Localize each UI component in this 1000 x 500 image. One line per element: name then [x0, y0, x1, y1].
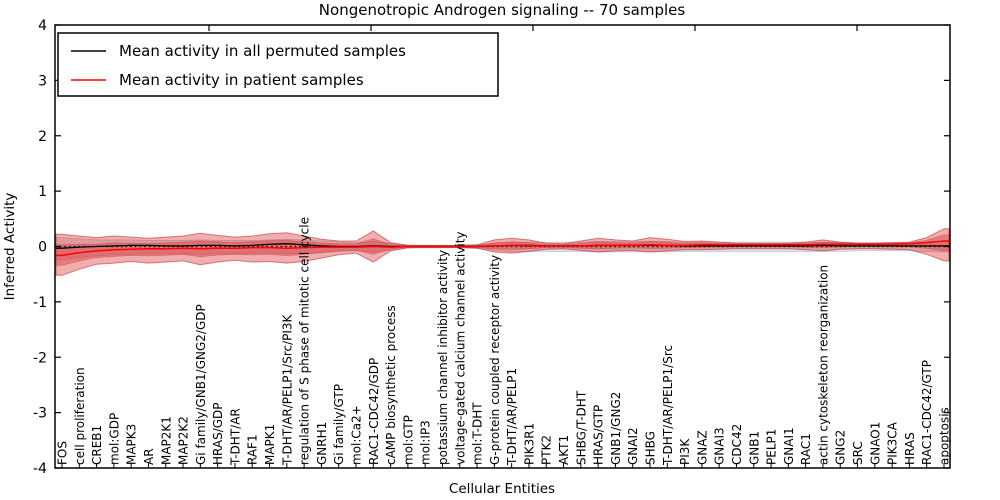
x-tick-label: RAC1-CDC42/GDP: [367, 358, 381, 465]
x-tick-label: mol:GDP: [107, 413, 121, 465]
x-tick-label: T-DHT/AR/PELP1/Src: [661, 345, 675, 466]
x-tick-label: FOS: [56, 441, 70, 465]
x-tick-label: cAMP biosynthetic process: [384, 305, 398, 465]
x-tick-label: CREB1: [90, 425, 104, 465]
y-tick-label: 0: [38, 240, 47, 256]
x-tick-label: GNAI3: [713, 427, 727, 465]
x-tick-label: RAF1: [246, 434, 260, 465]
x-tick-label: mol:GTP: [401, 415, 415, 465]
x-tick-label: PIK3CA: [886, 421, 900, 465]
x-tick-label: cell proliferation: [73, 367, 87, 465]
patient-band-inner: [55, 234, 950, 266]
x-tick-label: HRAS: [903, 432, 917, 465]
y-tick-label: 2: [38, 129, 47, 145]
x-tick-label: mol:Ca2+: [350, 405, 364, 465]
x-tick-label: HRAS/GTP: [592, 405, 606, 465]
x-tick-label: GNB1: [747, 431, 761, 465]
x-tick-label: potassium channel inhibitor activity: [436, 250, 450, 465]
chart-title: Nongenotropic Androgen signaling -- 70 s…: [319, 1, 686, 19]
x-tick-label: RAC1-CDC42/GTP: [920, 360, 934, 465]
x-tick-label: MAPK1: [263, 424, 277, 465]
x-tick-label: MAP2K2: [177, 416, 191, 465]
x-tick-label: SHBG/T-DHT: [574, 390, 588, 465]
x-tick-label: GNAO1: [868, 422, 882, 465]
x-tick-label: PI3K: [678, 438, 692, 465]
x-tick-label: CDC42: [730, 424, 744, 465]
x-tick-label: HRAS/GDP: [211, 402, 225, 465]
x-tick-label: MAP2K1: [159, 416, 173, 465]
x-tick-label: voltage-gated calcium channel activity: [453, 231, 467, 465]
legend-box: [57, 32, 499, 97]
x-tick-label: regulation of S phase of mitotic cell cy…: [298, 217, 312, 465]
x-tick-label: Gi family/GTP: [332, 384, 346, 465]
y-tick-label: -2: [33, 350, 47, 366]
x-tick-label: GNAZ: [695, 430, 709, 465]
x-tick-label: PELP1: [765, 429, 779, 465]
x-tick-label: apoptosis: [938, 407, 952, 465]
x-tick-label: GNAI2: [626, 427, 640, 465]
x-tick-label: T-DHT/AR: [228, 408, 242, 466]
x-tick-label: MAPK3: [125, 424, 139, 465]
x-tick-label: PTK2: [540, 435, 554, 465]
x-tick-label: mol:IP3: [419, 420, 433, 465]
patient-band-outer: [55, 228, 950, 276]
y-tick-label: 3: [38, 73, 47, 89]
legend: Mean activity in all permuted samples Me…: [57, 32, 499, 97]
x-tick-label: RAC1: [799, 433, 813, 465]
legend-label-permuted: Mean activity in all permuted samples: [119, 42, 406, 60]
x-tick-label: GNG2: [834, 430, 848, 465]
legend-label-patient: Mean activity in patient samples: [119, 71, 364, 89]
x-tick-label: Gi family/GNB1/GNG2/GDP: [194, 304, 208, 465]
y-tick-label: -3: [33, 406, 47, 422]
x-tick-label: G-protein coupled receptor activity: [488, 255, 502, 465]
x-tick-label: actin cytoskeleton reorganization: [816, 265, 830, 465]
x-tick-label: AR: [142, 448, 156, 465]
y-axis-label: Inferred Activity: [2, 193, 18, 301]
x-tick-label: SRC: [851, 441, 865, 465]
x-tick-label: T-DHT/AR/PELP1: [505, 368, 519, 466]
x-tick-label: AKT1: [557, 435, 571, 465]
y-tick-label: -1: [33, 295, 47, 311]
x-tick-label: GNRH1: [315, 422, 329, 465]
x-axis-label: Cellular Entities: [449, 481, 555, 497]
y-tick-label: 4: [38, 18, 47, 34]
x-tick-label: mol:T-DHT: [471, 402, 485, 465]
x-tick-label: T-DHT/AR/PELP1/Src/PI3K: [280, 313, 294, 466]
y-tick-label: -4: [33, 461, 47, 477]
y-tick-label: 1: [38, 184, 47, 200]
patient-mean-line: [56, 240, 949, 257]
x-tick-label: GNB1/GNG2: [609, 392, 623, 465]
x-tick-label: GNAI1: [782, 427, 796, 465]
x-tick-label: SHBG: [644, 431, 658, 465]
x-tick-label: PIK3R1: [522, 423, 536, 465]
